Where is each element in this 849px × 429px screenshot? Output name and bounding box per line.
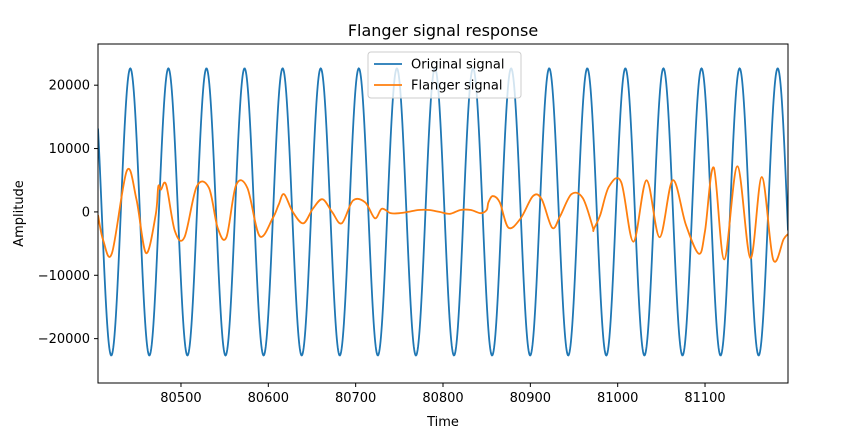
series-line-flanger <box>98 165 788 263</box>
y-tick-label: −20000 <box>38 332 90 347</box>
legend-box <box>367 51 522 99</box>
x-tick-label: 80800 <box>422 391 463 406</box>
x-tick-label: 80900 <box>510 391 551 406</box>
y-tick-label: 20000 <box>49 79 90 94</box>
x-tick-label: 80600 <box>248 391 289 406</box>
x-tick-label: 80500 <box>160 391 201 406</box>
x-tick-label: 81100 <box>684 391 725 406</box>
y-tick-label: 0 <box>82 205 90 220</box>
y-tick-label: −10000 <box>38 269 90 284</box>
x-axis-title: Time <box>426 415 459 429</box>
legend-label: Flanger signal <box>411 79 502 94</box>
legend-label: Original signal <box>411 58 504 73</box>
y-axis-title: Amplitude <box>12 180 27 247</box>
x-tick-label: 80700 <box>335 391 376 406</box>
x-tick-label: 81000 <box>597 391 638 406</box>
chart-title: Flanger signal response <box>348 21 538 40</box>
y-tick-label: 10000 <box>49 142 90 157</box>
series-line-original <box>98 67 788 357</box>
